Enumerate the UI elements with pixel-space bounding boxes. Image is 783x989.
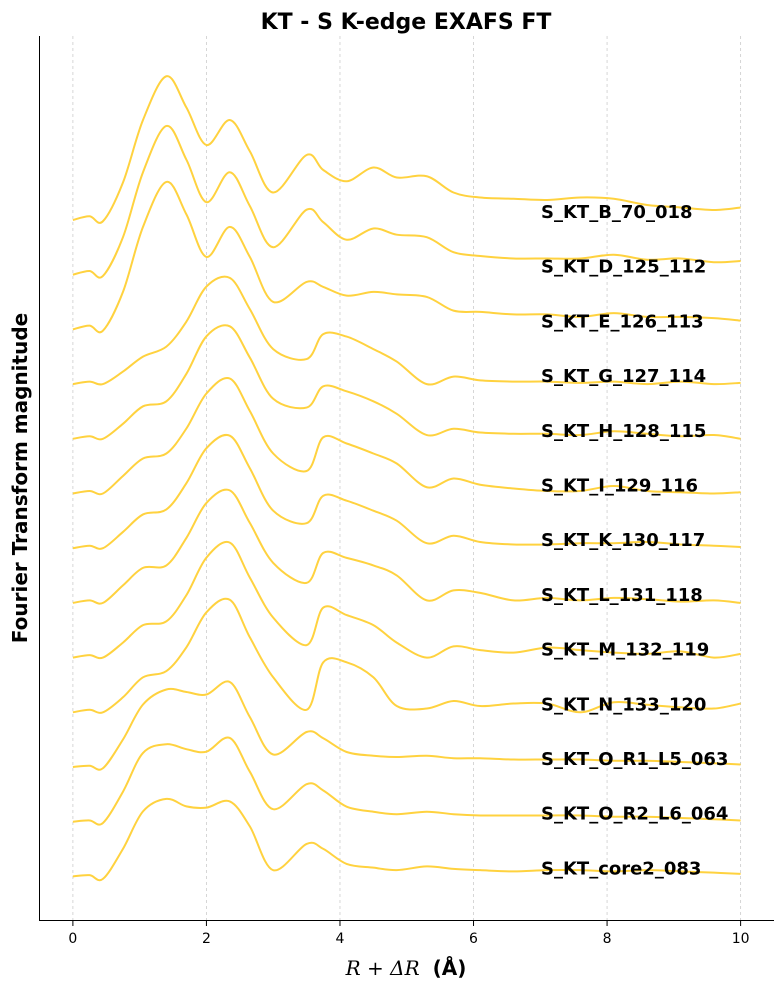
series-line bbox=[72, 433, 741, 550]
series-label: S_KT_E_126_113 bbox=[541, 311, 704, 332]
chart-title: KT - S K-edge EXAFS FT bbox=[261, 10, 552, 35]
series-line bbox=[72, 797, 741, 882]
series-label: S_KT_L_131_118 bbox=[541, 585, 703, 606]
x-tick-label: 6 bbox=[469, 931, 478, 947]
y-axis-label: Fourier Transform magnitude bbox=[8, 313, 32, 643]
x-tick-label: 2 bbox=[202, 931, 211, 947]
x-tick-label: 10 bbox=[732, 931, 750, 947]
series-line bbox=[72, 75, 741, 224]
series-line bbox=[72, 597, 741, 714]
x-ticks: 0 2 4 6 8 10 bbox=[68, 920, 750, 947]
x-axis-label-unit: (Å) bbox=[433, 956, 467, 980]
series-label: S_KT_G_127_114 bbox=[541, 366, 706, 387]
series-layer bbox=[72, 75, 741, 882]
series-label: S_KT_B_70_018 bbox=[541, 202, 693, 223]
series-line bbox=[72, 376, 741, 496]
series-label: S_KT_K_130_117 bbox=[541, 530, 705, 551]
series-line bbox=[72, 488, 741, 605]
series-line bbox=[72, 275, 741, 386]
series-label: S_KT_I_129_116 bbox=[541, 476, 698, 497]
series-label: S_KT_H_128_115 bbox=[541, 421, 706, 442]
series-line bbox=[72, 324, 741, 441]
series-line bbox=[72, 680, 741, 771]
series-label: S_KT_O_R1_L5_063 bbox=[541, 749, 728, 770]
series-label: S_KT_N_133_120 bbox=[541, 694, 706, 715]
series-line bbox=[72, 540, 741, 660]
series-line bbox=[72, 124, 741, 279]
x-axis-label: R + ΔR (Å) bbox=[345, 956, 467, 980]
x-tick-label: 8 bbox=[603, 931, 612, 947]
x-tick-label: 4 bbox=[336, 931, 345, 947]
series-label: S_KT_M_132_119 bbox=[541, 640, 709, 661]
series-line bbox=[72, 180, 741, 334]
series-labels: S_KT_B_70_018 S_KT_D_125_112 S_KT_E_126_11… bbox=[541, 202, 728, 879]
series-label: S_KT_O_R2_L6_064 bbox=[541, 804, 728, 825]
series-label: S_KT_core2_083 bbox=[541, 858, 701, 879]
x-tick-label: 0 bbox=[68, 931, 77, 947]
x-axis-label-math: R + ΔR bbox=[345, 956, 420, 980]
series-label: S_KT_D_125_112 bbox=[541, 257, 706, 278]
series-line bbox=[72, 736, 741, 826]
